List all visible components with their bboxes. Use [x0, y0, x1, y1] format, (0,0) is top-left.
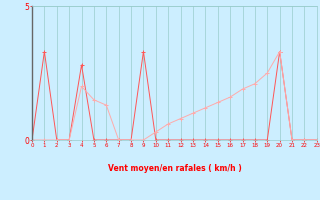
X-axis label: Vent moyen/en rafales ( km/h ): Vent moyen/en rafales ( km/h ) — [108, 164, 241, 173]
